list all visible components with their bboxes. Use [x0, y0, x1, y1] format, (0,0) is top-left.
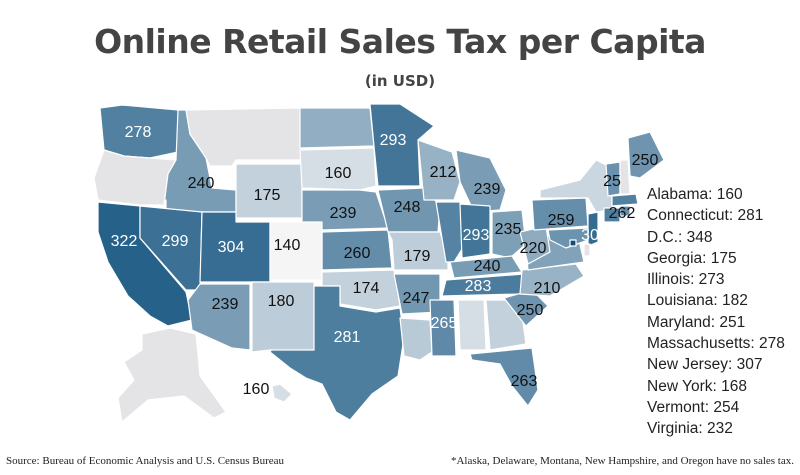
state-me [627, 131, 665, 179]
state-shapes [93, 103, 665, 423]
state-mo [387, 231, 449, 271]
state-nv [139, 205, 203, 291]
legend-item-new-york: New York: 168 [647, 377, 747, 395]
state-label-me: 250 [632, 152, 659, 169]
legend-item-virginia: Virginia: 232 [647, 420, 733, 438]
legend-item-vermont: Vermont: 254 [647, 398, 740, 416]
state-label-wi: 212 [430, 164, 457, 181]
state-fl [469, 347, 539, 407]
state-label-wv: 220 [520, 240, 547, 257]
state-az [187, 283, 251, 351]
state-ma [611, 193, 639, 207]
legend-item-maryland: Maryland: 251 [647, 313, 746, 331]
legend-item-louisiana: Louisiana: 182 [647, 292, 748, 310]
state-ct [603, 207, 621, 223]
state-ms [429, 299, 457, 357]
state-mn [369, 103, 435, 187]
state-in [459, 203, 491, 259]
state-label-ca: 322 [111, 233, 138, 250]
state-label-oh: 235 [495, 221, 522, 238]
state-label-ut: 304 [218, 239, 245, 256]
state-label-fl: 263 [511, 373, 538, 390]
no-tax-footnote: *Alaska, Delaware, Montana, New Hampshir… [450, 455, 794, 467]
state-label-wy: 175 [254, 187, 281, 204]
state-sd [299, 147, 377, 191]
state-label-nv: 299 [162, 233, 189, 250]
legend-item-massachusetts: Massachusetts: 278 [647, 335, 785, 353]
state-label-az: 239 [212, 296, 239, 313]
state-al [457, 299, 487, 351]
state-label-mn: 293 [380, 132, 407, 149]
state-nh [619, 159, 631, 195]
state-label-sd: 160 [325, 165, 352, 182]
legend-item-alabama: Alabama: 160 [647, 186, 743, 203]
state-label-ri: 262 [609, 205, 636, 222]
legend-item-dc: D.C.: 348 [647, 228, 713, 246]
legend-item-connecticut: Connecticut: 281 [647, 207, 764, 225]
state-label-nm: 180 [268, 293, 295, 310]
state-label-id: 240 [188, 175, 215, 192]
state-label-nj: 30 [581, 227, 599, 244]
legend-item-georgia: Georgia: 175 [647, 249, 737, 267]
state-il [435, 201, 465, 263]
state-co [269, 221, 323, 281]
map-subtitle: (in USD) [364, 72, 436, 90]
state-label-wa: 278 [125, 124, 152, 141]
legend-item-new-jersey: New Jersey: 307 [647, 356, 763, 374]
state-label-ar: 247 [403, 290, 430, 307]
state-hi [271, 383, 293, 403]
state-label-co: 140 [274, 237, 301, 254]
state-mi [455, 149, 507, 213]
state-label-ok: 174 [353, 280, 380, 297]
state-ri [619, 205, 631, 217]
state-oh [491, 209, 527, 259]
state-dc [569, 239, 577, 247]
state-label-tn: 283 [465, 278, 492, 295]
state-value-labels: 278 240 175 216 160 239 260 174 281 322 299 304 140 2… [0, 0, 658, 398]
map-title: Online Retail Sales Tax per Capita [94, 22, 706, 61]
state-label-ia: 248 [394, 199, 421, 216]
state-or [93, 149, 177, 206]
state-label-hi: 160 [243, 381, 270, 398]
state-label-ne: 239 [330, 205, 357, 222]
state-label-sc: 250 [517, 302, 544, 319]
state-ak [117, 327, 227, 423]
state-label-nc: 210 [534, 280, 561, 297]
state-label-ms: 265 [431, 315, 458, 332]
state-nm [251, 281, 315, 353]
state-de [583, 243, 591, 257]
state-label-vt: 25 [603, 173, 621, 190]
source-note: Source: Bureau of Economic Analysis and … [6, 455, 285, 467]
state-label-in: 293 [463, 227, 490, 244]
legend-item-illinois: Illinois: 273 [647, 271, 725, 289]
state-label-ky: 240 [474, 258, 501, 275]
state-label-pa: 259 [548, 212, 575, 229]
state-wi [417, 139, 461, 201]
state-label-tx: 281 [334, 329, 361, 346]
state-label-ks: 260 [344, 245, 371, 262]
state-value-list: Alabama: 160 Connecticut: 281 D.C.: 348 … [647, 184, 785, 440]
state-label-mo: 179 [404, 248, 431, 265]
state-label-nd: 216 [0, 0, 13, 4]
state-nd [299, 107, 375, 149]
state-md [547, 227, 589, 249]
state-la [399, 317, 433, 361]
state-label-mi: 239 [474, 181, 501, 198]
